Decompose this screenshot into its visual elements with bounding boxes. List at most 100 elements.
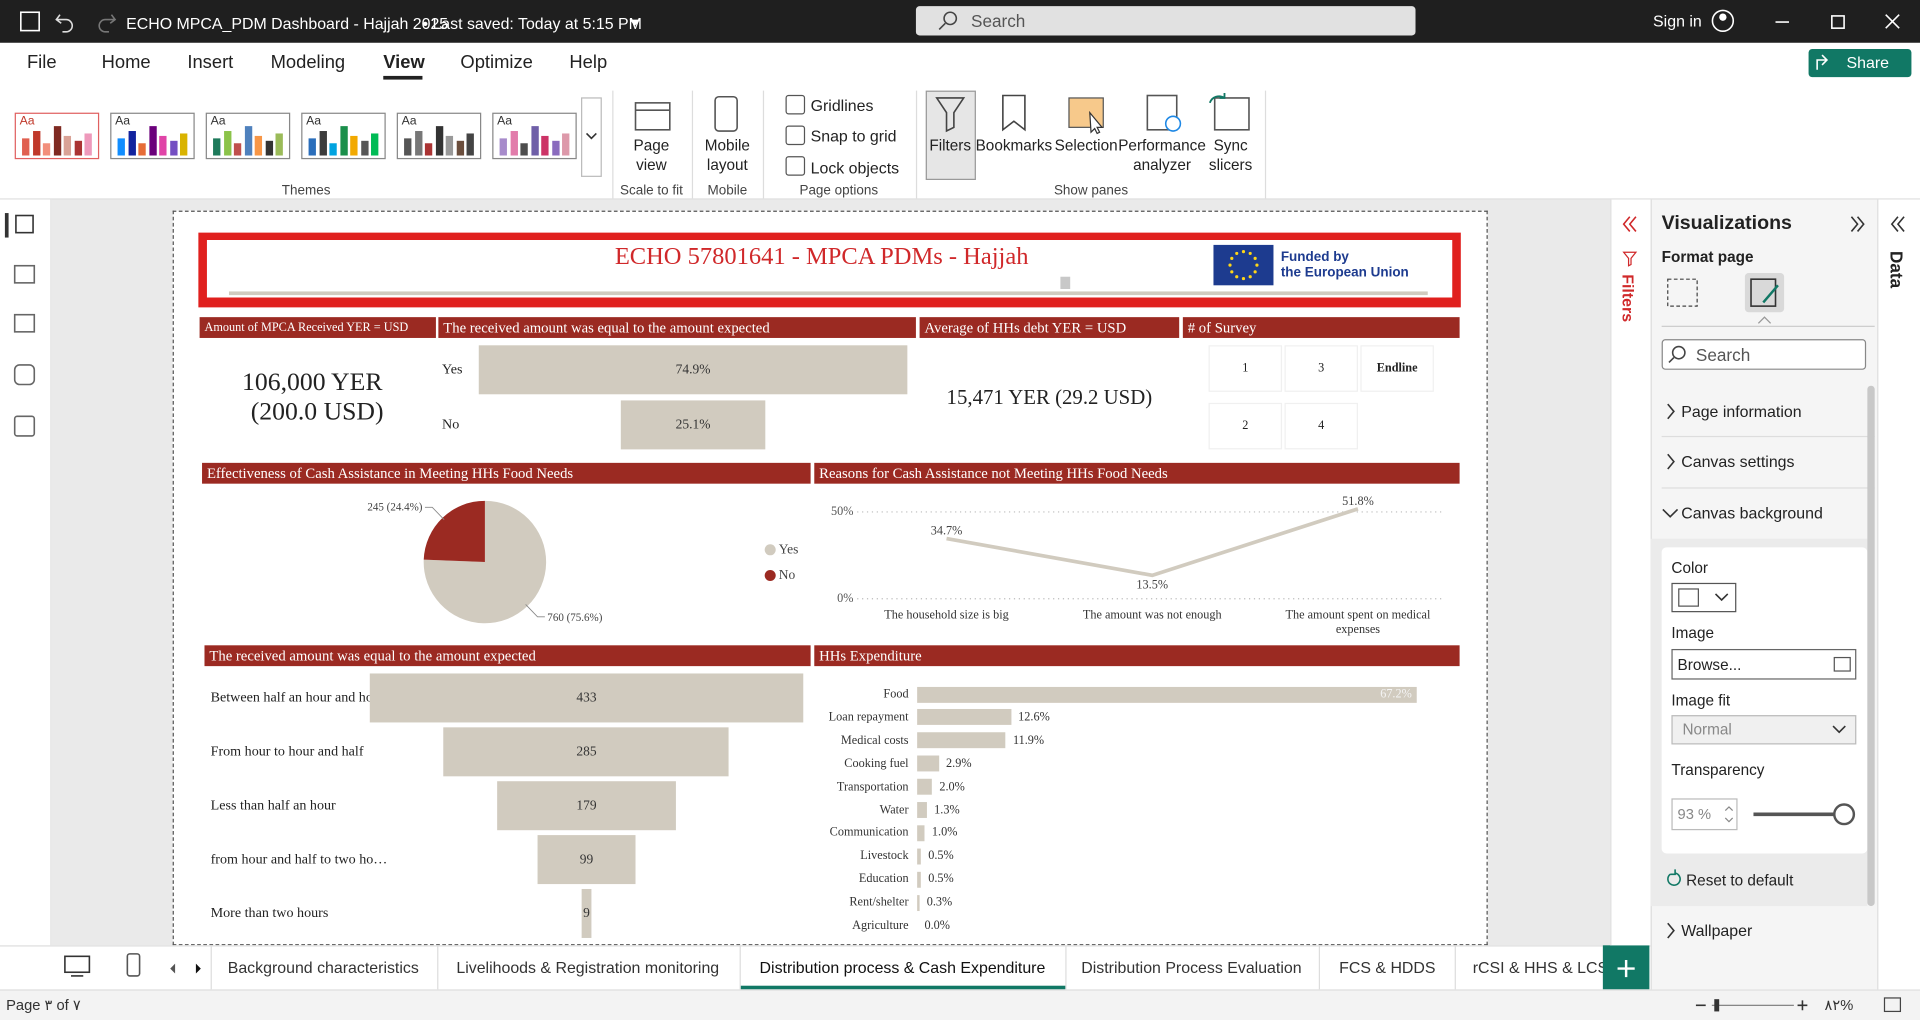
theme-bar <box>404 138 412 156</box>
bar <box>917 825 925 842</box>
view-sidebar <box>0 199 52 946</box>
pane-section[interactable]: Canvas background <box>1681 503 1823 523</box>
theme-sample-text: Aa <box>497 114 513 128</box>
theme-bar <box>138 143 146 156</box>
theme-bar <box>360 140 368 156</box>
page-tab[interactable]: FCS & HDDS <box>1339 958 1436 977</box>
slicer-item: 1 <box>1242 361 1249 376</box>
data-label: 179 <box>576 798 597 814</box>
funnel-bar <box>621 400 765 450</box>
ribbon-button[interactable]: Sync slicers <box>1208 137 1253 174</box>
data-label: 13.5% <box>1136 578 1169 592</box>
ribbon-button[interactable]: Bookmarks <box>975 137 1053 155</box>
group-label: Scale to fit <box>619 183 683 199</box>
image-fit-dropdown[interactable] <box>1671 715 1857 745</box>
filters-pane-title[interactable]: Filters <box>1618 274 1638 323</box>
menu-tab[interactable]: File <box>26 52 57 73</box>
slicer-tile[interactable] <box>1208 402 1283 450</box>
search-box[interactable] <box>915 6 1416 36</box>
page-tab[interactable]: Distribution Process Evaluation <box>1081 958 1302 977</box>
menu-tab[interactable]: Home <box>101 52 151 73</box>
checkbox-label[interactable]: Gridlines <box>810 96 874 115</box>
theme-bar <box>53 126 61 156</box>
tab-separator <box>210 945 212 990</box>
data-pane-title[interactable]: Data <box>1886 251 1907 289</box>
page-tab[interactable]: Livelihoods & Registration monitoring <box>456 958 720 977</box>
ribbon-button[interactable]: Page view <box>633 137 670 174</box>
theme-bar <box>456 140 464 156</box>
theme-bar <box>445 135 454 156</box>
format-visual-tab[interactable] <box>1744 273 1785 313</box>
slicer-item: Endline <box>1376 361 1418 376</box>
funnel-bar <box>443 727 730 777</box>
theme-bar <box>63 135 72 156</box>
checkbox-label[interactable]: Snap to grid <box>810 126 897 146</box>
funder-text: Funded by <box>1280 249 1349 265</box>
theme-bar <box>169 140 177 156</box>
x-tick-label: The household size is big <box>884 608 1009 623</box>
theme-bar <box>339 126 348 156</box>
theme-bar <box>562 133 570 156</box>
slicer-tile[interactable] <box>1360 345 1434 392</box>
page-tab[interactable]: rCSI & HHS & LCS <box>1472 958 1609 977</box>
ribbon-button[interactable]: Mobile layout <box>704 137 750 174</box>
category-label: More than two hours <box>210 906 329 921</box>
category-label: Rent/shelter <box>849 895 909 910</box>
page-tab[interactable]: Background characteristics <box>227 958 419 977</box>
slicer-tile[interactable] <box>1208 345 1283 392</box>
slicer-item: 3 <box>1318 361 1325 376</box>
slicer-tile[interactable] <box>1284 345 1358 392</box>
menu-tab[interactable]: View <box>383 52 425 73</box>
bar <box>917 732 1006 749</box>
reset-button[interactable]: Reset to default <box>1686 871 1794 889</box>
checkbox-label[interactable]: Lock objects <box>810 158 900 177</box>
filters-pane-toggle[interactable] <box>925 90 976 180</box>
data-label: 0.0% <box>924 918 951 933</box>
theme-bar <box>213 138 221 156</box>
ribbon-button[interactable]: Selection <box>1054 137 1118 155</box>
add-page-button[interactable] <box>1602 945 1650 990</box>
search-placeholder: Search <box>1695 345 1751 365</box>
theme-bar <box>127 131 136 156</box>
theme-bar <box>318 131 327 156</box>
menu-tab[interactable]: Modeling <box>270 52 346 73</box>
pane-section[interactable]: Page information <box>1681 402 1802 421</box>
pane-section[interactable]: Canvas settings <box>1681 452 1795 471</box>
theme-bar <box>308 138 316 156</box>
tab-separator <box>437 945 439 990</box>
theme-bar <box>350 135 358 156</box>
sign-in[interactable]: Sign in <box>1653 11 1702 31</box>
page-tab[interactable]: Distribution process & Cash Expenditure <box>759 958 1046 977</box>
ribbon-button[interactable]: Filters <box>929 137 972 155</box>
category-label: Education <box>858 872 909 887</box>
filters-pane <box>1610 199 1651 946</box>
eu-flag <box>1213 244 1274 286</box>
slicer-tile[interactable] <box>1284 402 1358 450</box>
bar <box>917 848 921 865</box>
category-label: Agriculture <box>852 918 909 933</box>
y-tick-label: 50% <box>831 505 854 519</box>
menu-tab[interactable]: Help <box>569 52 608 73</box>
image-input[interactable] <box>1671 648 1857 680</box>
theme-bar <box>32 131 40 156</box>
ribbon-separator <box>915 90 918 199</box>
zoom-level: ٨٢% <box>1824 996 1854 1014</box>
panel-title: Amount of MPCA Received YER = USD <box>204 320 409 335</box>
ribbon-button[interactable]: Performance analyzer <box>1118 137 1206 174</box>
pane-search[interactable] <box>1661 339 1867 370</box>
page-tab-bar <box>0 945 1651 990</box>
pane-section[interactable]: Wallpaper <box>1681 921 1753 940</box>
data-label: 25.1% <box>675 417 711 433</box>
data-label: 1.3% <box>934 803 960 817</box>
theme-bar <box>22 138 30 156</box>
bar <box>917 894 920 911</box>
color-picker[interactable] <box>1671 582 1737 613</box>
theme-sample-text: Aa <box>401 114 417 128</box>
menu-tab[interactable]: Optimize <box>460 52 533 73</box>
menu-tab[interactable]: Insert <box>187 52 234 73</box>
field-label: Color <box>1671 559 1709 577</box>
data-label: 9 <box>583 906 590 921</box>
bar <box>917 871 921 888</box>
input-text: Browse... <box>1677 656 1742 674</box>
